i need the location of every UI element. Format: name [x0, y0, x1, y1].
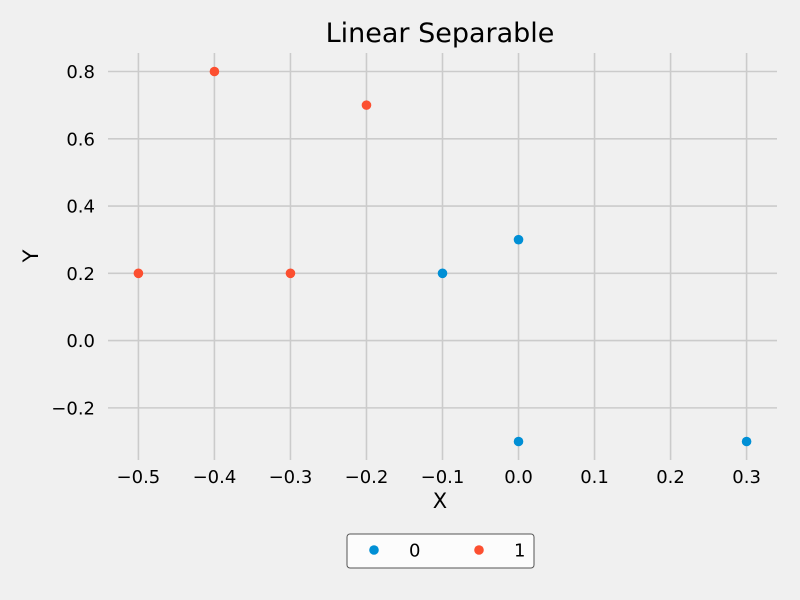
data-point-series-1	[133, 268, 144, 279]
data-point-series-0	[741, 436, 752, 447]
x-tick-label: 0.3	[732, 467, 761, 488]
legend-box	[346, 533, 535, 569]
data-point-series-1	[209, 66, 220, 77]
x-tick-label: −0.3	[269, 467, 313, 488]
x-tick-label: 0.2	[656, 467, 685, 488]
x-tick-label: −0.5	[117, 467, 161, 488]
x-tick-label: 0.0	[504, 467, 533, 488]
y-tick-label: −0.2	[51, 398, 95, 419]
x-tick-label: 0.1	[580, 467, 609, 488]
x-tick-label: −0.1	[421, 467, 465, 488]
legend-label-series-0: 0	[409, 541, 420, 562]
legend-marker-series-1	[474, 545, 484, 555]
x-axis-title: X	[433, 489, 447, 513]
y-axis-ticks: −0.2 0.0 0.2 0.4 0.6 0.8	[51, 62, 95, 419]
data-point-series-1	[285, 268, 296, 279]
y-tick-label: 0.8	[66, 62, 95, 83]
data-point-series-0	[513, 436, 524, 447]
data-points	[133, 66, 752, 447]
legend-label-series-1: 1	[514, 541, 525, 562]
y-tick-label: 0.6	[66, 129, 95, 150]
legend-marker-series-0	[369, 545, 379, 555]
y-axis-title: Y	[19, 249, 43, 263]
x-tick-label: −0.2	[345, 467, 389, 488]
chart-title: Linear Separable	[326, 18, 555, 49]
x-axis-ticks: −0.5 −0.4 −0.3 −0.2 −0.1 0.0 0.1 0.2 0.3	[117, 467, 761, 488]
x-tick-label: −0.4	[193, 467, 237, 488]
data-point-series-0	[437, 268, 448, 279]
y-tick-label: 0.0	[66, 331, 95, 352]
y-tick-label: 0.2	[66, 264, 95, 285]
grid	[108, 53, 777, 460]
data-point-series-1	[361, 100, 372, 110]
y-tick-label: 0.4	[66, 197, 95, 218]
data-point-series-0	[513, 234, 524, 245]
